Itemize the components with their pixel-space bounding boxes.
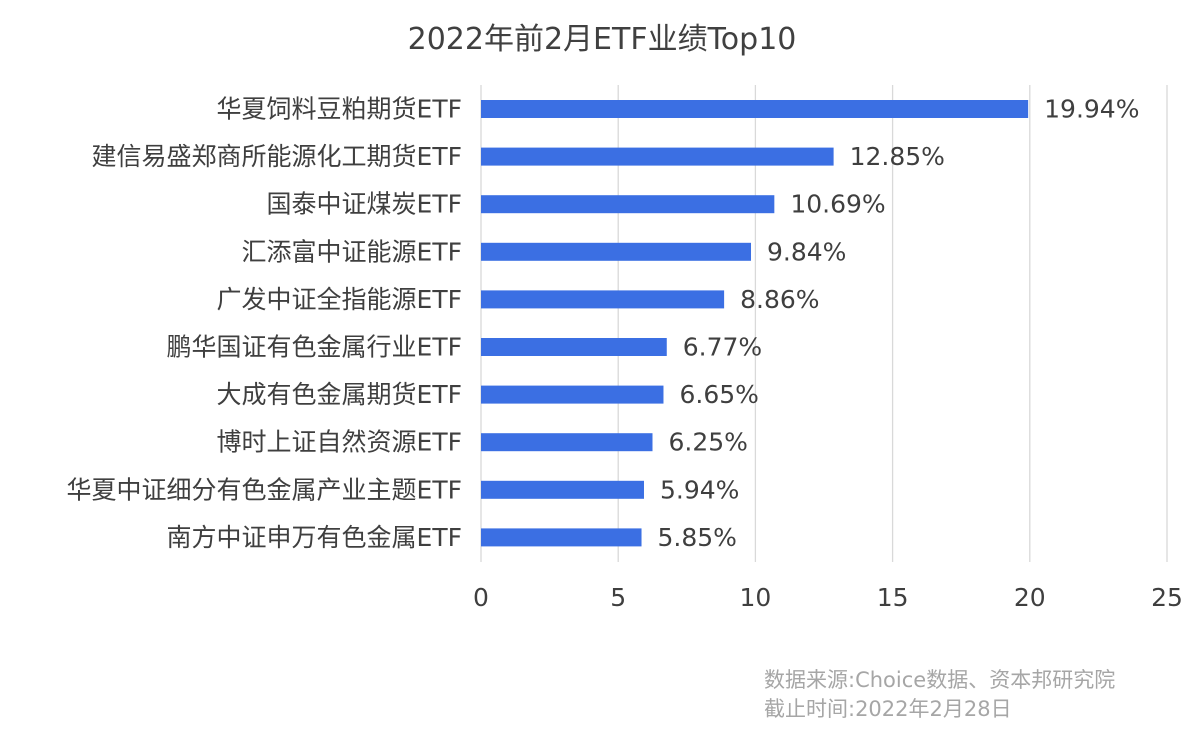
category-labels: 华夏饲料豆粕期货ETF 建信易盛郑商所能源化工期货ETF 国泰中证煤炭ETF 汇添富中… — [67, 95, 462, 552]
data-label: 5.85% — [658, 523, 737, 552]
data-label: 9.84% — [767, 237, 846, 266]
x-tick-label: 0 — [473, 583, 489, 612]
data-label: 19.94% — [1044, 95, 1139, 124]
source-note: 数据来源:Choice数据、资本邦研究院 — [764, 668, 1116, 692]
bar — [481, 385, 664, 404]
category-label: 广发中证全指能源ETF — [217, 285, 462, 314]
category-label: 国泰中证煤炭ETF — [267, 190, 462, 219]
chart-title: 2022年前2月ETF业绩Top10 — [407, 22, 797, 57]
category-label: 南方中证申万有色金属ETF — [167, 523, 462, 552]
data-label: 6.77% — [683, 333, 762, 362]
bar — [481, 433, 653, 452]
data-label: 6.65% — [679, 380, 758, 409]
category-label: 华夏饲料豆粕期货ETF — [217, 95, 462, 124]
data-label: 8.86% — [740, 285, 819, 314]
data-label: 6.25% — [669, 428, 748, 457]
data-label: 10.69% — [790, 190, 885, 219]
bar — [481, 338, 667, 356]
x-tick-label: 5 — [610, 583, 626, 612]
bar — [481, 100, 1029, 118]
x-tick-label: 25 — [1151, 583, 1183, 612]
bar — [481, 242, 752, 261]
x-tick-label: 10 — [739, 583, 771, 612]
data-labels: 19.94% 12.85% 10.69% 9.84% 8.86% 6.77% 6.65% 6.… — [658, 95, 1140, 552]
category-label: 鹏华国证有色金属行业ETF — [167, 333, 462, 362]
x-tick-label: 15 — [877, 583, 909, 612]
category-label: 博时上证自然资源ETF — [217, 428, 462, 457]
bar — [481, 147, 834, 166]
data-label: 12.85% — [850, 142, 945, 171]
data-label: 5.94% — [660, 475, 739, 504]
bar — [481, 195, 775, 214]
category-label: 华夏中证细分有色金属产业主题ETF — [67, 475, 462, 504]
bar — [481, 480, 644, 499]
x-tick-label: 20 — [1014, 583, 1046, 612]
category-label: 大成有色金属期货ETF — [217, 380, 462, 409]
category-label: 建信易盛郑商所能源化工期货ETF — [92, 142, 462, 171]
category-label: 汇添富中证能源ETF — [242, 237, 462, 266]
bar — [481, 528, 642, 547]
x-axis: 0 5 10 15 20 25 — [473, 583, 1183, 612]
bar — [481, 290, 725, 309]
bars — [481, 100, 1029, 547]
date-note: 截止时间:2022年2月28日 — [764, 697, 1012, 721]
